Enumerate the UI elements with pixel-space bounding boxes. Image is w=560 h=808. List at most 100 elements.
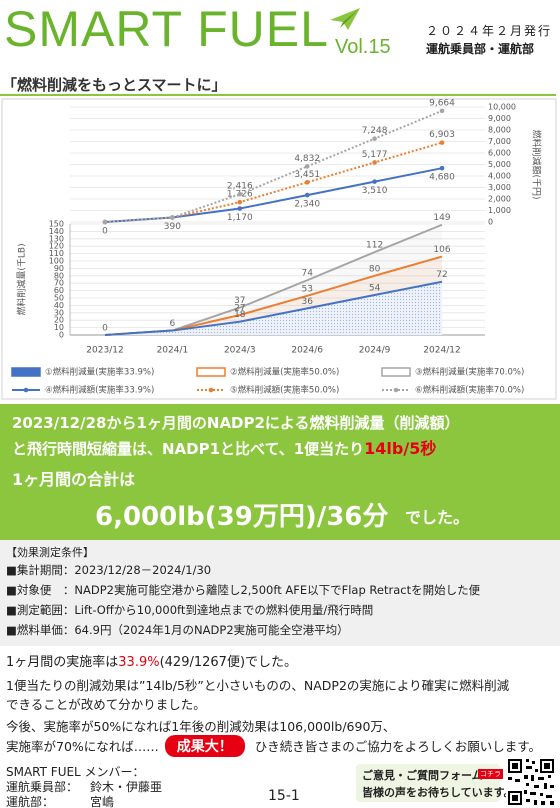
total-intro: 1ヶ月間の合計は (12, 470, 136, 489)
y2-tick-label: 0 (488, 218, 493, 227)
summary-highlight: 14lb/5秒 (364, 439, 437, 458)
marker (372, 160, 377, 165)
y2-tick-label: 5,000 (488, 160, 511, 169)
y-tick-label: 70 (54, 279, 64, 288)
body-line: 1ヶ月間の実施率は33.9%(429/1267便)でした。 (6, 651, 297, 670)
paper-plane-icon (330, 8, 360, 30)
x-tick-label: 2024/1 (157, 346, 189, 356)
total: 6,000lb(39万円)/36分 (95, 502, 389, 532)
y2-tick-label: 3,000 (488, 183, 511, 192)
issue-date: ２０２４年２月発行 (426, 24, 553, 38)
y2-tick-label: 8,000 (488, 126, 511, 135)
summary-panel (0, 404, 560, 540)
legend-label: ③燃料削減量(実施率70.0%) (415, 367, 524, 378)
form-link[interactable]: コチラ (478, 769, 503, 779)
members-title: SMART FUEL メンバー： (6, 765, 145, 779)
legend-marker (208, 387, 214, 393)
body-line: できることが改めて分かりました。 (6, 697, 206, 712)
volume: Vol.15 (335, 36, 391, 58)
marker (237, 191, 243, 197)
data-label: 6 (170, 319, 176, 329)
form-note: 皆様の声をお待ちしています。 (362, 786, 515, 799)
marker (237, 199, 243, 205)
y-tick-label: 80 (54, 271, 64, 280)
legend-label: ⑥燃料削減額(実施率70.0%) (415, 385, 524, 396)
data-label: 18 (234, 310, 246, 320)
department: 運航乗員部・運航部 (426, 42, 535, 56)
condition-item: ■集計期間：2023/12/28－2024/1/30 (6, 563, 212, 577)
page-number: 15-1 (268, 788, 300, 804)
legend-swatch (381, 367, 411, 377)
y-tick-label: 140 (49, 227, 64, 236)
legend-marker (393, 387, 399, 393)
legend-label: ①燃料削減量(実施率33.9%) (45, 367, 154, 378)
member-row: 運航部： 宮嶋 (6, 793, 114, 808)
data-label: 112 (366, 241, 383, 251)
y2-tick-label: 1,000 (488, 206, 511, 215)
marker (304, 192, 310, 198)
data-label: 9,664 (429, 98, 455, 108)
result-badge: 成果大！ (164, 735, 245, 757)
area-line (104, 280, 443, 336)
y-axis-label: 燃料削減量(千LB) (16, 243, 28, 315)
x-tick-label: 2023/12 (86, 346, 123, 356)
area (105, 281, 442, 335)
legend-label: ④燃料削減額(実施率33.9%) (45, 385, 154, 396)
data-label: 6,903 (429, 130, 455, 140)
data-label: 80 (369, 264, 381, 274)
y2-tick-label: 7,000 (488, 137, 511, 146)
marker (439, 165, 445, 171)
data-label: 27 (234, 304, 245, 314)
subtitle-rule (0, 74, 556, 96)
y-tick-label: 50 (54, 294, 64, 303)
data-label: 106 (433, 245, 450, 255)
data-label: 5,177 (362, 150, 388, 160)
y-tick-label: 130 (49, 234, 64, 243)
legend-label: ⑤燃料削減額(実施率50.0%) (230, 385, 339, 396)
y2-tick-label: 4,000 (488, 172, 511, 181)
body-text: 実施率が70%になれば…… (6, 739, 159, 754)
data-label: 36 (301, 297, 313, 307)
subtitle: 「燃料削減をもっとスマートに」 (2, 76, 227, 94)
y-tick-label: 90 (54, 264, 64, 273)
x-tick-label: 2024/12 (423, 346, 460, 356)
marker (102, 219, 108, 225)
legend-swatch (196, 367, 226, 377)
marker (372, 136, 377, 141)
marker (304, 180, 310, 185)
summary-text: と飛行時間短縮量は、NADP1と比べて、1便当たり (12, 440, 365, 458)
body-text: (429/1267便)でした。 (159, 655, 298, 670)
summary-line: 2023/12/28から1ヶ月間のNADP2による燃料削減量（削減額） (12, 414, 460, 432)
data-label: 2,340 (294, 200, 320, 210)
data-label: 0 (102, 324, 108, 334)
conditions-panel (0, 540, 560, 646)
data-label: 0 (102, 227, 108, 237)
condition-item: ■対象便 ：NADP2実施可能空港から離陸し2,500ft AFE以下でFlap… (6, 583, 481, 597)
qr-code[interactable] (506, 757, 556, 807)
y-tick-label: 150 (49, 220, 64, 229)
x-tick-label: 2024/3 (224, 346, 256, 356)
body-text: 1ヶ月間の実施率は (6, 655, 119, 670)
chart-frame (1, 98, 557, 400)
body-text: ひき続き皆さまのご協力をよろしくお願いします。 (254, 739, 542, 754)
data-label: 4,832 (294, 154, 320, 164)
y-tick-label: 10 (54, 323, 64, 332)
data-label: 1,170 (227, 213, 253, 223)
marker (170, 215, 175, 220)
data-label: 72 (436, 270, 447, 280)
form-title: ご意見・ご質問フォーム (362, 769, 483, 782)
data-label: 7,248 (362, 126, 388, 136)
y-tick-label: 0 (59, 331, 64, 340)
y2-axis-label: 燃料削減額(千円) (531, 129, 543, 199)
data-label: 3,510 (362, 186, 388, 196)
rate-highlight: 33.9% (118, 655, 160, 670)
summary-line: と飛行時間短縮量は、NADP1と比べて、1便当たり14lb/5秒 (12, 435, 436, 459)
y2-tick-label: 10,000 (488, 103, 516, 112)
member-dept: 運航乗員部： (6, 780, 79, 794)
data-label: 54 (369, 284, 381, 294)
marker (439, 108, 445, 114)
y-tick-label: 40 (54, 301, 64, 310)
condition-item: ■燃料単価：64.9円（2024年1月のNADP2実施可能全空港平均） (6, 623, 349, 637)
data-label: 3,451 (294, 170, 320, 180)
